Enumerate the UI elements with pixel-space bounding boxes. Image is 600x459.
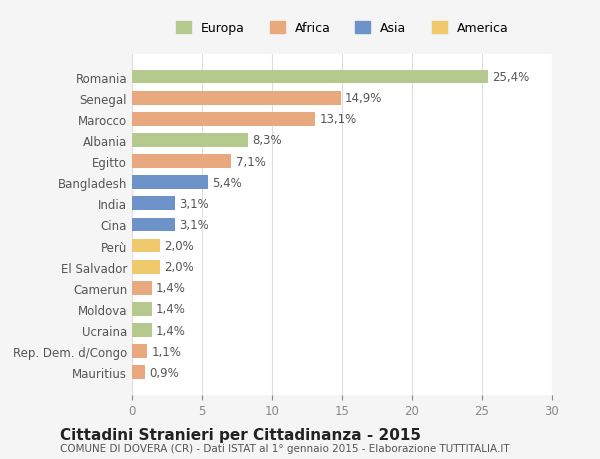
Text: 1,4%: 1,4%	[156, 324, 185, 337]
Bar	[132, 134, 248, 147]
Text: 8,3%: 8,3%	[253, 134, 282, 147]
Bar	[132, 260, 160, 274]
Legend: Europa, Africa, Asia, America: Europa, Africa, Asia, America	[170, 17, 514, 40]
Bar	[132, 71, 488, 84]
Bar	[132, 324, 152, 337]
Text: 3,1%: 3,1%	[179, 218, 209, 231]
Text: COMUNE DI DOVERA (CR) - Dati ISTAT al 1° gennaio 2015 - Elaborazione TUTTITALIA.: COMUNE DI DOVERA (CR) - Dati ISTAT al 1°…	[60, 443, 509, 453]
Text: 2,0%: 2,0%	[164, 261, 194, 274]
Bar	[132, 176, 208, 190]
Text: 1,4%: 1,4%	[156, 282, 185, 295]
Bar	[132, 366, 145, 379]
Text: 13,1%: 13,1%	[320, 113, 357, 126]
Text: 14,9%: 14,9%	[345, 92, 382, 105]
Bar	[132, 302, 152, 316]
Text: 1,1%: 1,1%	[152, 345, 181, 358]
Text: 1,4%: 1,4%	[156, 303, 185, 316]
Text: 25,4%: 25,4%	[492, 71, 529, 84]
Text: 7,1%: 7,1%	[236, 155, 265, 168]
Text: 5,4%: 5,4%	[212, 176, 242, 189]
Text: Cittadini Stranieri per Cittadinanza - 2015: Cittadini Stranieri per Cittadinanza - 2…	[60, 427, 421, 442]
Text: 2,0%: 2,0%	[164, 240, 194, 252]
Bar	[132, 345, 148, 358]
Bar	[132, 155, 232, 168]
Bar	[132, 92, 341, 105]
Bar	[132, 112, 316, 126]
Bar	[132, 197, 175, 211]
Text: 0,9%: 0,9%	[149, 366, 179, 379]
Text: 3,1%: 3,1%	[179, 197, 209, 210]
Bar	[132, 218, 175, 232]
Bar	[132, 239, 160, 253]
Bar	[132, 281, 152, 295]
